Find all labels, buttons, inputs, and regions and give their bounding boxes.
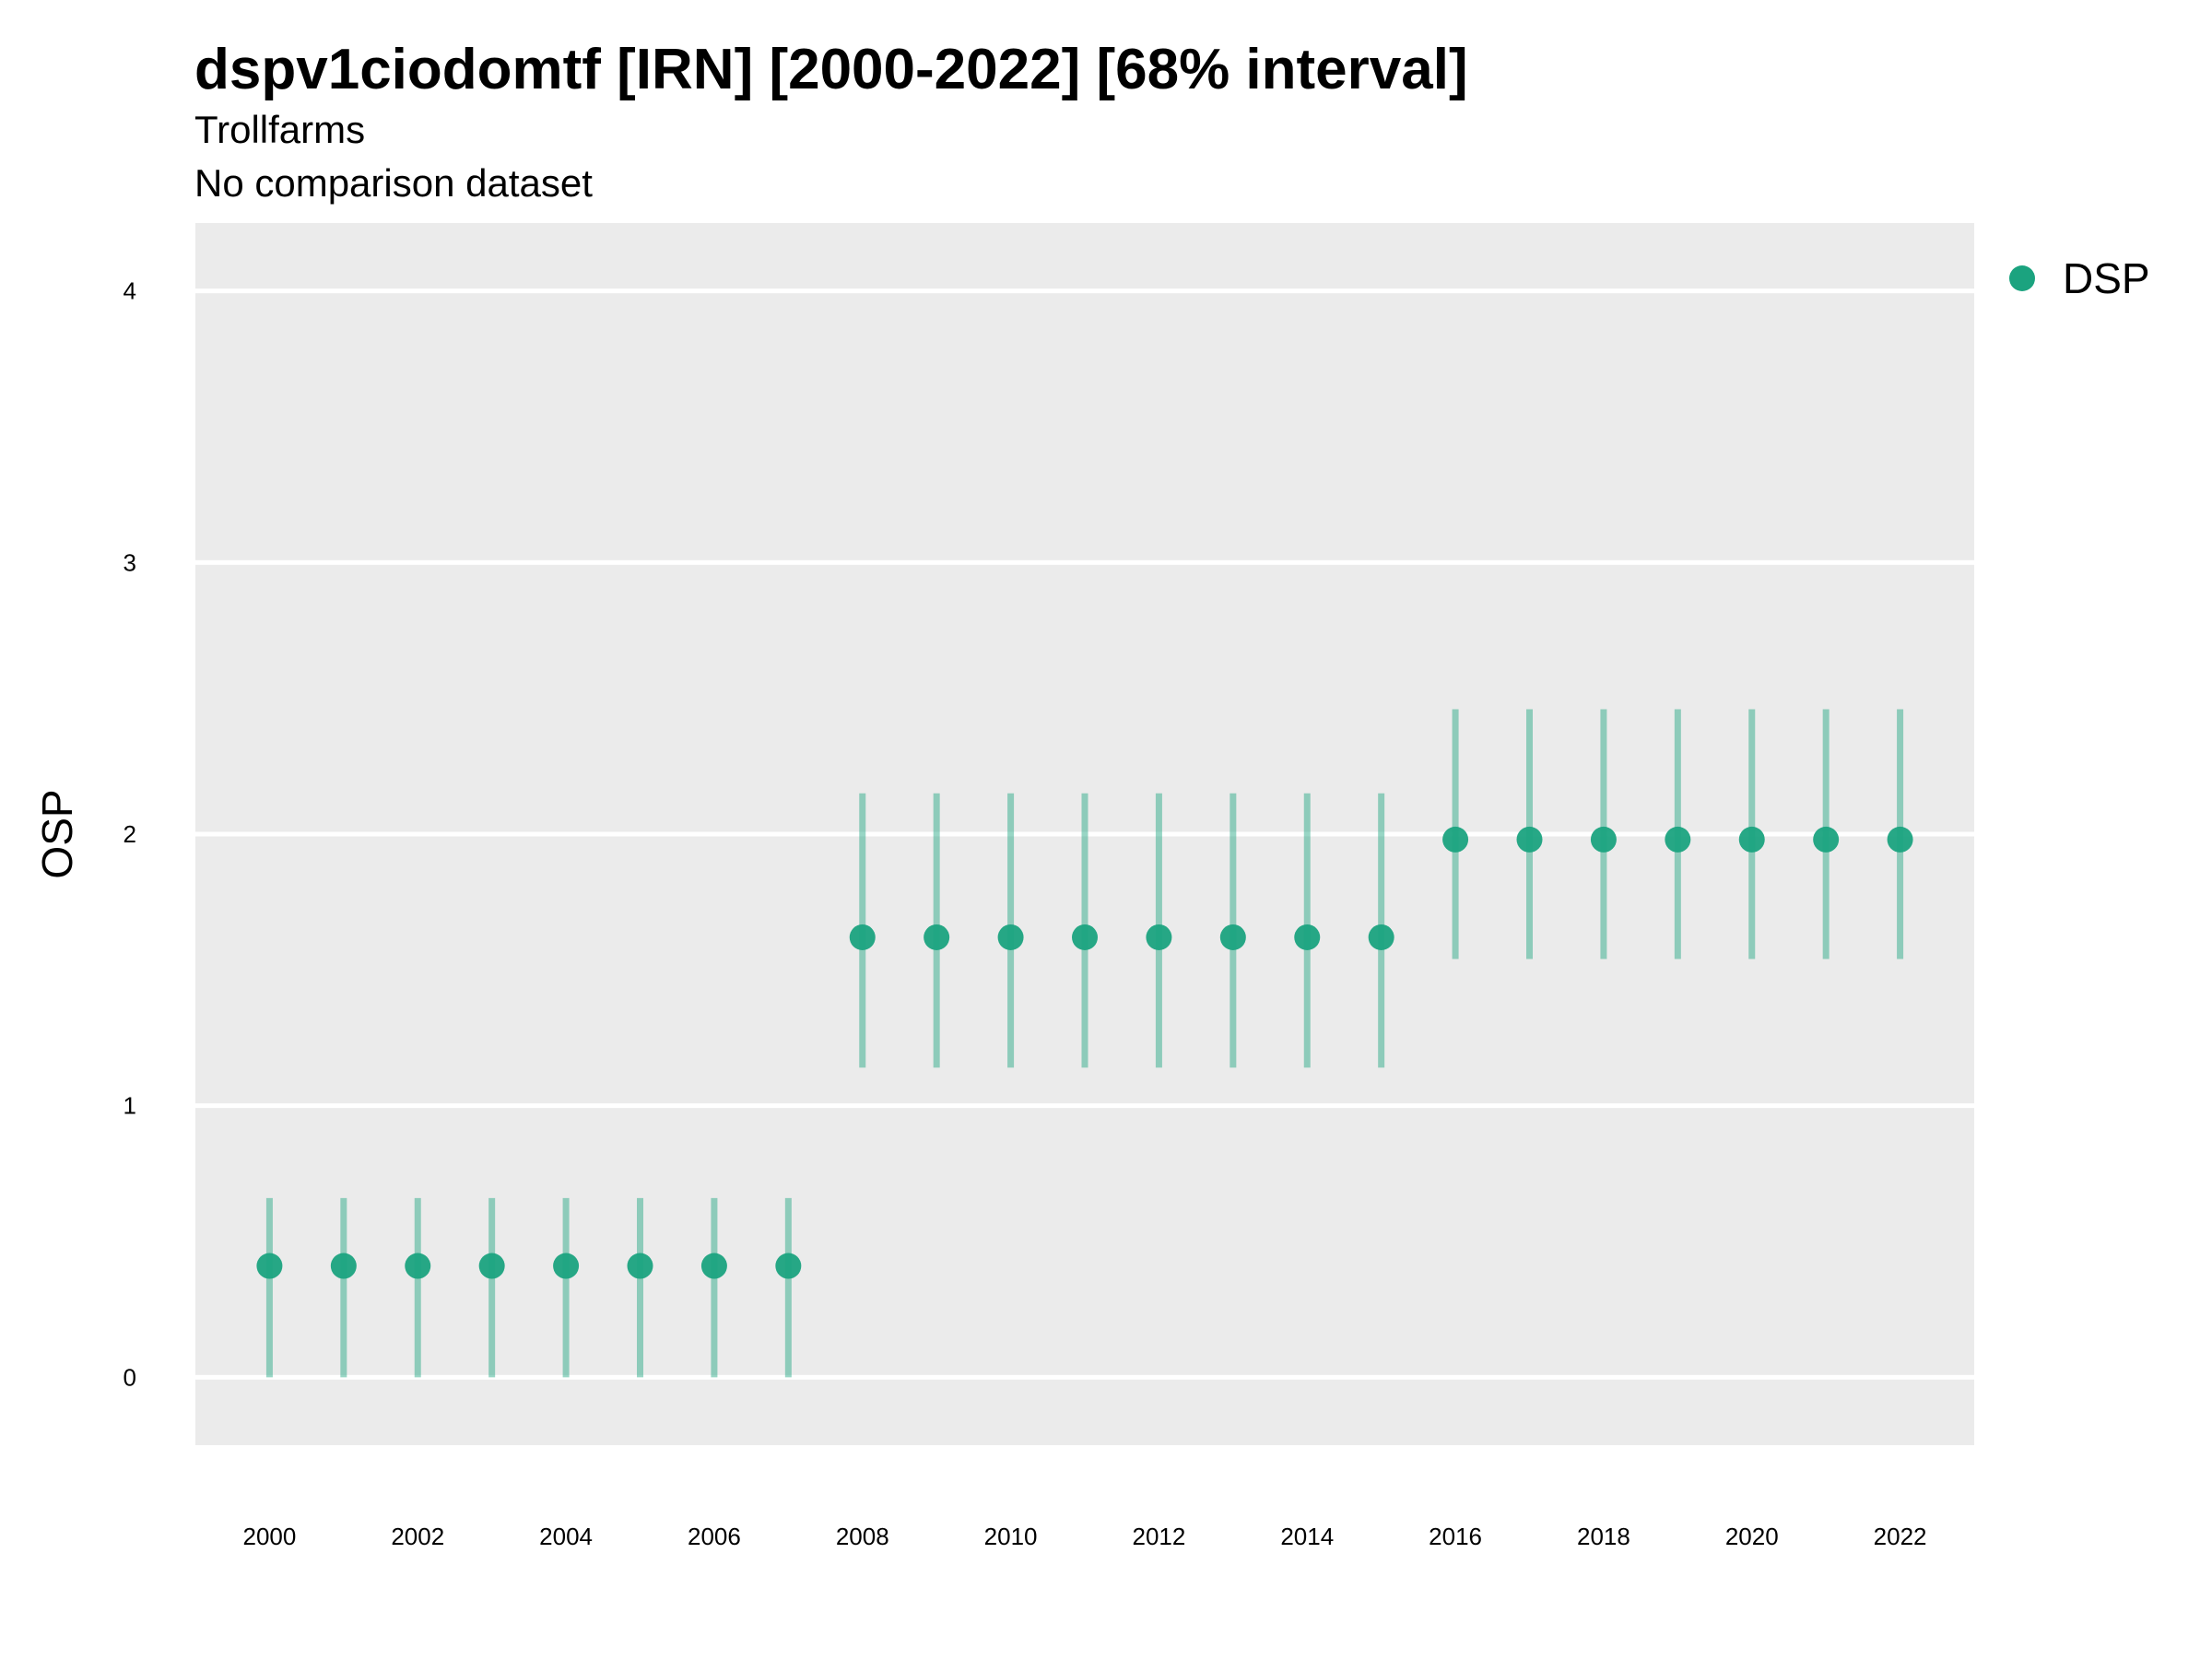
data-point — [1072, 924, 1098, 950]
x-tick-label: 2002 — [391, 1523, 444, 1550]
data-point — [1738, 826, 1765, 853]
data-point — [330, 1253, 357, 1279]
data-point — [1590, 826, 1617, 853]
data-point — [478, 1253, 505, 1279]
x-tick-label: 2012 — [1132, 1523, 1185, 1550]
data-point — [1813, 826, 1840, 853]
data-point — [997, 924, 1024, 950]
chart-title: dspv1ciodomtf [IRN] [2000-2022] [68% int… — [194, 38, 1468, 101]
x-tick-label: 2016 — [1429, 1523, 1482, 1550]
x-tick-label: 2006 — [688, 1523, 741, 1550]
data-point — [1516, 826, 1543, 853]
x-axis-ticks: 2000 2002 2004 2006 2008 2010 2012 2014 2016 2018… — [242, 1523, 1926, 1550]
x-tick-label: 2018 — [1577, 1523, 1630, 1550]
x-tick-label: 2008 — [836, 1523, 889, 1550]
data-point — [1442, 826, 1469, 853]
y-tick-label: 0 — [124, 1363, 136, 1391]
x-tick-label: 2022 — [1874, 1523, 1927, 1550]
data-point — [1665, 826, 1691, 853]
y-tick-label: 4 — [124, 277, 136, 305]
y-axis-label: OSP — [33, 789, 81, 878]
legend-label-dsp: DSP — [2063, 254, 2150, 302]
x-tick-label: 2020 — [1725, 1523, 1779, 1550]
data-point — [775, 1253, 802, 1279]
data-point — [405, 1253, 431, 1279]
y-tick-label: 2 — [124, 820, 136, 848]
data-point — [1219, 924, 1246, 950]
legend: DSP — [2009, 254, 2150, 302]
data-point — [627, 1253, 653, 1279]
x-tick-label: 2014 — [1280, 1523, 1334, 1550]
x-tick-label: 2010 — [984, 1523, 1038, 1550]
data-points — [256, 826, 1913, 1279]
x-tick-label: 2004 — [539, 1523, 593, 1550]
data-point — [1146, 924, 1172, 950]
chart-caption: No comparison dataset — [194, 161, 593, 205]
data-point — [1368, 924, 1394, 950]
y-axis-ticks: 0 1 2 3 4 — [124, 277, 136, 1392]
y-tick-label: 3 — [124, 548, 136, 576]
data-point — [849, 924, 876, 950]
chart-subtitle: Trollfarms — [194, 108, 365, 151]
legend-swatch-dsp — [2009, 265, 2035, 291]
data-point — [1294, 924, 1321, 950]
data-point — [553, 1253, 580, 1279]
y-tick-label: 1 — [124, 1092, 136, 1120]
data-point — [924, 924, 950, 950]
data-point — [700, 1253, 727, 1279]
data-point — [256, 1253, 283, 1279]
x-tick-label: 2000 — [242, 1523, 296, 1550]
data-point — [1887, 826, 1913, 853]
